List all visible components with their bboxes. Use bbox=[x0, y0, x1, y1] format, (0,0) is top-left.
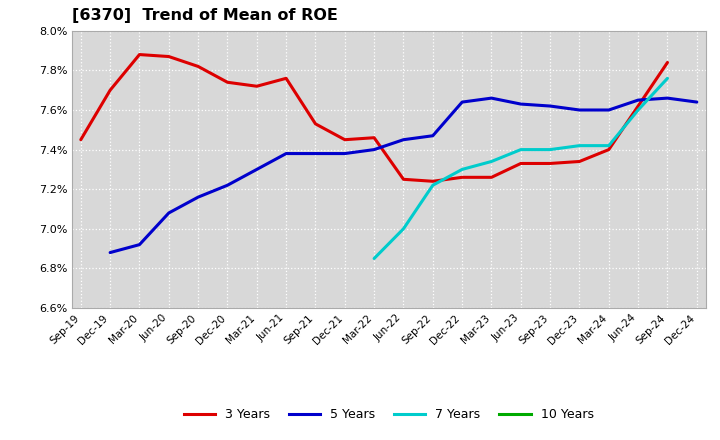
3 Years bbox=[194, 64, 202, 69]
3 Years bbox=[311, 121, 320, 126]
3 Years bbox=[223, 80, 232, 85]
5 Years bbox=[311, 151, 320, 156]
5 Years bbox=[634, 97, 642, 103]
7 Years bbox=[458, 167, 467, 172]
5 Years bbox=[164, 210, 173, 216]
7 Years bbox=[399, 226, 408, 231]
5 Years bbox=[487, 95, 496, 101]
3 Years bbox=[605, 147, 613, 152]
5 Years bbox=[253, 167, 261, 172]
3 Years bbox=[516, 161, 525, 166]
3 Years bbox=[663, 60, 672, 65]
5 Years bbox=[370, 147, 379, 152]
3 Years bbox=[575, 159, 584, 164]
5 Years bbox=[341, 151, 349, 156]
7 Years bbox=[575, 143, 584, 148]
3 Years bbox=[282, 76, 290, 81]
5 Years bbox=[223, 183, 232, 188]
5 Years bbox=[399, 137, 408, 142]
3 Years bbox=[341, 137, 349, 142]
3 Years bbox=[76, 137, 85, 142]
3 Years bbox=[164, 54, 173, 59]
7 Years bbox=[370, 256, 379, 261]
7 Years bbox=[634, 107, 642, 113]
5 Years bbox=[663, 95, 672, 101]
3 Years bbox=[546, 161, 554, 166]
5 Years bbox=[282, 151, 290, 156]
5 Years bbox=[106, 250, 114, 255]
3 Years bbox=[106, 88, 114, 93]
7 Years bbox=[663, 76, 672, 81]
Text: [6370]  Trend of Mean of ROE: [6370] Trend of Mean of ROE bbox=[72, 7, 338, 23]
3 Years bbox=[487, 175, 496, 180]
Legend: 3 Years, 5 Years, 7 Years, 10 Years: 3 Years, 5 Years, 7 Years, 10 Years bbox=[179, 403, 598, 426]
Line: 7 Years: 7 Years bbox=[374, 78, 667, 258]
5 Years bbox=[693, 99, 701, 105]
7 Years bbox=[487, 159, 496, 164]
7 Years bbox=[546, 147, 554, 152]
5 Years bbox=[194, 194, 202, 200]
3 Years bbox=[370, 135, 379, 140]
Line: 5 Years: 5 Years bbox=[110, 98, 697, 253]
5 Years bbox=[575, 107, 584, 113]
5 Years bbox=[605, 107, 613, 113]
3 Years bbox=[253, 84, 261, 89]
3 Years bbox=[458, 175, 467, 180]
7 Years bbox=[516, 147, 525, 152]
5 Years bbox=[516, 101, 525, 106]
3 Years bbox=[634, 103, 642, 109]
5 Years bbox=[546, 103, 554, 109]
5 Years bbox=[458, 99, 467, 105]
Line: 3 Years: 3 Years bbox=[81, 55, 667, 181]
3 Years bbox=[135, 52, 144, 57]
5 Years bbox=[428, 133, 437, 138]
3 Years bbox=[399, 176, 408, 182]
5 Years bbox=[135, 242, 144, 247]
7 Years bbox=[605, 143, 613, 148]
3 Years bbox=[428, 179, 437, 184]
7 Years bbox=[428, 183, 437, 188]
